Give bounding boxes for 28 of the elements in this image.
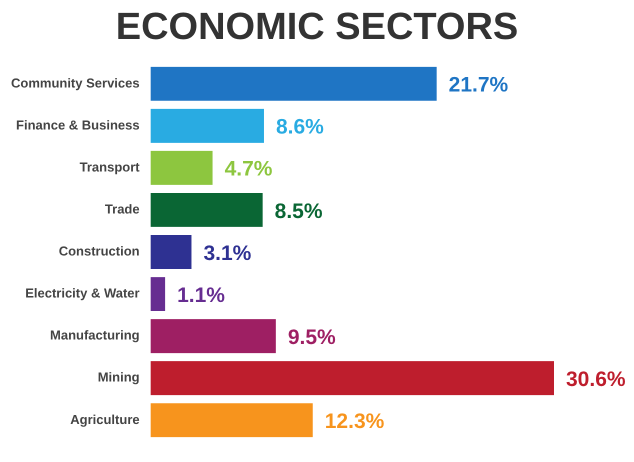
data-label: 12.3%: [324, 410, 385, 433]
bar: [150, 403, 313, 438]
y-tick-label: Trade: [104, 202, 140, 217]
y-tick-label: Transport: [80, 159, 140, 174]
data-label: 21.7%: [448, 74, 509, 97]
bar: [150, 361, 554, 396]
y-tick-label: Mining: [98, 370, 140, 385]
y-tick-label: Finance & Business: [16, 117, 140, 132]
bar: [150, 192, 263, 227]
data-label: 8.5%: [274, 200, 323, 223]
y-tick-label: Electricity & Water: [25, 286, 140, 301]
y-tick-label: Manufacturing: [50, 328, 140, 343]
data-label: 4.7%: [224, 158, 273, 181]
bar: [150, 319, 276, 354]
y-tick-label: Community Services: [10, 75, 140, 90]
data-label: 8.6%: [276, 116, 324, 139]
bar: [150, 277, 166, 312]
data-label: 3.1%: [203, 242, 252, 265]
bar: [150, 150, 213, 185]
y-tick-label: Construction: [58, 244, 140, 259]
data-label: 30.6%: [566, 368, 626, 391]
data-label: 1.1%: [177, 284, 226, 307]
bar: [150, 235, 192, 269]
y-tick-label: Agriculture: [70, 412, 140, 427]
data-label: 9.5%: [288, 326, 336, 349]
chart-title: ECONOMIC SECTORS: [114, 5, 520, 50]
bar: [150, 108, 264, 143]
bar: [150, 66, 437, 101]
